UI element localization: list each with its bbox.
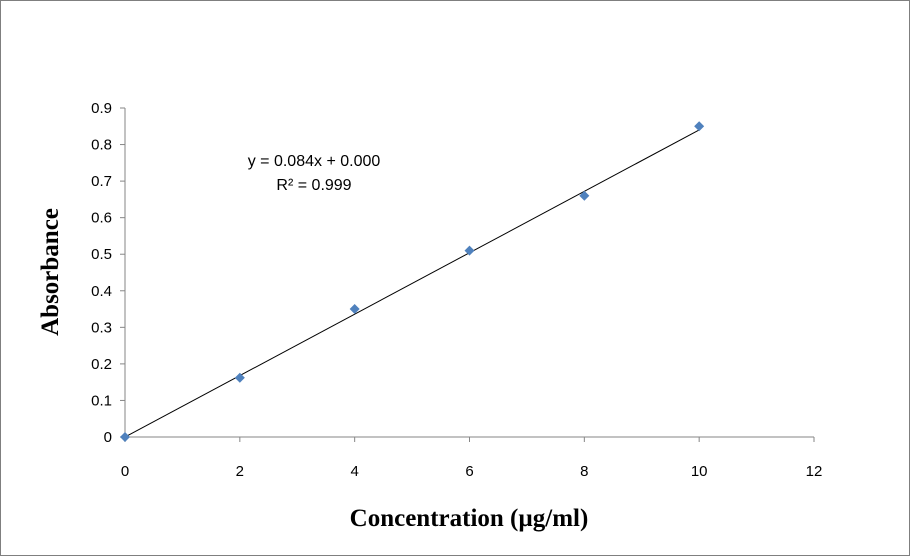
y-axis-title: Absorbance xyxy=(37,208,64,336)
x-tick-label: 6 xyxy=(465,463,473,480)
y-tick-label: 0.1 xyxy=(91,392,112,409)
data-points xyxy=(120,121,705,442)
y-axis-ticks: 0 0.1 0.2 0.3 0.4 0.5 0.6 0.7 0.8 0.9 xyxy=(91,100,125,446)
y-tick-label: 0.3 xyxy=(91,319,112,336)
data-point xyxy=(694,121,705,132)
data-point xyxy=(579,190,590,201)
axes xyxy=(124,108,814,438)
y-tick-label: 0.4 xyxy=(91,283,112,300)
x-tick-label: 0 xyxy=(121,463,129,480)
y-tick-label: 0.8 xyxy=(91,137,112,154)
trendline xyxy=(124,129,700,438)
y-tick-label: 0 xyxy=(104,429,112,446)
data-point xyxy=(464,245,475,256)
x-tick-label: 8 xyxy=(580,463,588,480)
y-tick-label: 0.9 xyxy=(91,100,112,117)
y-tick-label: 0.7 xyxy=(91,173,112,190)
trendline-equation: y = 0.084x + 0.000 xyxy=(248,153,381,170)
x-axis-ticks: 0 2 4 6 8 10 12 xyxy=(121,437,823,480)
x-tick-label: 10 xyxy=(691,463,708,480)
x-tick-label: 2 xyxy=(236,463,244,480)
x-tick-label: 4 xyxy=(350,463,358,480)
x-axis-title: Concentration (µg/ml) xyxy=(350,505,589,532)
x-tick-label: 12 xyxy=(806,463,823,480)
trendline-line xyxy=(124,129,700,438)
trendline-r-squared: R² = 0.999 xyxy=(276,177,351,194)
data-point xyxy=(349,304,360,315)
y-tick-label: 0.6 xyxy=(91,210,112,227)
y-tick-label: 0.5 xyxy=(91,246,112,263)
y-tick-label: 0.2 xyxy=(91,356,112,373)
data-point xyxy=(120,432,130,442)
data-point xyxy=(234,372,245,383)
